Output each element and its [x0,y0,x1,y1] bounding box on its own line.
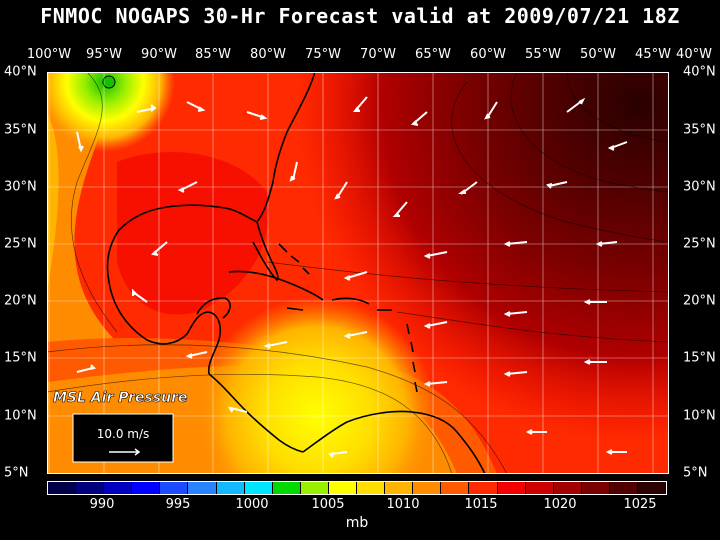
colorbar-tick-1020: 1020 [543,497,577,512]
colorbar-tick-1005: 1005 [311,497,345,512]
lat-label-left-15n: 15°N [4,350,37,366]
colorbar-segment [441,482,470,494]
coastlines [106,72,486,474]
lat-label-left-20n: 20°N [4,293,37,309]
lat-label-right-30n: 30°N [683,179,716,195]
lon-label-65w: 65°W [415,47,451,62]
reference-vector-legend: 10.0 m/s [72,413,174,463]
lat-label-right-5n: 5°N [683,465,708,481]
lat-label-right-35n: 35°N [683,122,716,138]
colorbar-tick-995: 995 [165,497,191,512]
map-border [47,72,669,474]
colorbar-segment [272,482,301,494]
colorbar-segment [48,482,77,494]
field-label: MSL Air Pressure [53,390,187,406]
colorbar-segment [497,482,526,494]
page-title: FNMOC NOGAPS 30-Hr Forecast valid at 200… [40,4,680,28]
lat-label-left-5n: 5°N [4,465,29,481]
lon-label-85w: 85°W [195,47,231,62]
colorbar-segment [581,482,610,494]
reference-vector-label: 10.0 m/s [97,427,150,441]
lat-label-right-10n: 10°N [683,408,716,424]
colorbar-segment [469,482,498,494]
lon-label-45w: 45°W [635,47,671,62]
lon-label-80w: 80°W [250,47,286,62]
lon-label-90w: 90°W [141,47,177,62]
pressure-field [47,72,669,474]
colorbar-segment [104,482,133,494]
colorbar-tick-1000: 1000 [235,497,269,512]
lat-label-right-20n: 20°N [683,293,716,309]
isobar-contours [47,72,669,474]
colorbar-segment [132,482,161,494]
colorbar-segment [385,482,414,494]
lon-label-40w: 40°W [676,47,712,62]
lat-label-left-25n: 25°N [4,236,37,252]
pressure-map: MSL Air Pressure 10.0 m/s [47,72,669,474]
colorbar-tick-1015: 1015 [464,497,498,512]
colorbar-tick-1025: 1025 [623,497,657,512]
lon-label-95w: 95°W [86,47,122,62]
colorbar-segment [244,482,273,494]
colorbar-segment [357,482,386,494]
reference-arrow-icon [109,448,141,456]
colorbar-segment [328,482,358,494]
lon-label-75w: 75°W [305,47,341,62]
lat-label-left-40n: 40°N [4,64,37,80]
colorbar-segment [188,482,217,494]
colorbar-segment [637,482,667,494]
lon-label-100w: 100°W [26,47,72,62]
lat-label-right-15n: 15°N [683,350,716,366]
lon-label-50w: 50°W [580,47,616,62]
colorbar-segment [525,482,554,494]
colorbar-segment [609,482,638,494]
colorbar-segment [413,482,442,494]
colorbar-segment [160,482,189,494]
lon-label-70w: 70°W [360,47,396,62]
lat-label-right-40n: 40°N [683,64,716,80]
colorbar-tick-1010: 1010 [386,497,420,512]
lat-label-left-35n: 35°N [4,122,37,138]
colorbar-segment [216,482,245,494]
colorbar-tick-990: 990 [89,497,115,512]
wind-vectors [76,96,628,458]
lon-label-60w: 60°W [470,47,506,62]
colorbar-segment [76,482,105,494]
colorbar-segment [553,482,582,494]
colorbar-unit: mb [345,515,369,531]
lat-lon-grid [47,72,669,474]
lat-label-right-25n: 25°N [683,236,716,252]
colorbar-segment [300,482,329,494]
pressure-colorbar [47,481,667,495]
lat-label-left-30n: 30°N [4,179,37,195]
lon-label-55w: 55°W [525,47,561,62]
lat-label-left-10n: 10°N [4,408,37,424]
